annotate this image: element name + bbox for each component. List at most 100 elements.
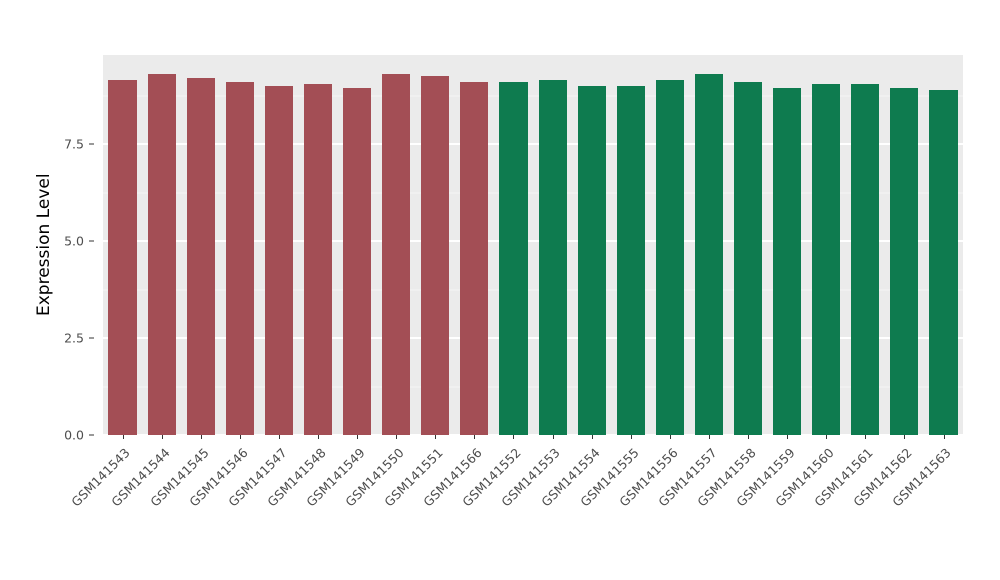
x-tick-mark (552, 435, 554, 439)
y-tick-label: 2.5 (64, 329, 84, 345)
gridline-minor (103, 386, 963, 388)
bar (303, 84, 333, 435)
x-slot: GSM141554 (538, 435, 611, 555)
bar-slot (259, 55, 298, 435)
x-tick-mark (748, 435, 750, 439)
y-tick-label: 0.0 (64, 426, 84, 442)
x-tick-mark (239, 435, 241, 439)
bar-slot (689, 55, 728, 435)
x-slot: GSM141557 (655, 435, 728, 555)
bars-layer (103, 55, 963, 435)
y-tick-mark (89, 434, 94, 436)
bar-slot (885, 55, 924, 435)
x-tick-mark (474, 435, 476, 439)
bar-slot (416, 55, 455, 435)
bar-slot (846, 55, 885, 435)
x-slot: GSM141546 (186, 435, 259, 555)
x-slot: GSM141545 (147, 435, 220, 555)
x-slot: GSM141547 (225, 435, 298, 555)
x-tick-mark (122, 435, 124, 439)
bar (147, 74, 176, 435)
bar (421, 76, 450, 435)
bar (186, 78, 215, 435)
bar (929, 89, 958, 435)
x-tick-mark (278, 435, 280, 439)
y-tick-label: 7.5 (64, 135, 84, 151)
y-axis: 0.0 2.5 5.0 7.5 (0, 55, 96, 440)
bar-slot (807, 55, 846, 435)
x-slot: GSM141544 (108, 435, 181, 555)
bar-slot (611, 55, 650, 435)
bar (812, 84, 841, 435)
x-tick-mark (787, 435, 789, 439)
bar (343, 87, 372, 435)
bar (577, 86, 606, 435)
x-slot: GSM141562 (851, 435, 924, 555)
x-slot: GSM141558 (694, 435, 768, 555)
bar (773, 87, 802, 435)
bar (460, 82, 489, 435)
bar-slot (729, 55, 768, 435)
y-tick-label: 5.0 (64, 232, 84, 248)
bar (890, 87, 919, 435)
x-slot: GSM141561 (811, 435, 885, 555)
bar-slot (650, 55, 689, 435)
x-tick-mark (318, 435, 320, 439)
bar-slot (103, 55, 142, 435)
bar-slot (533, 55, 572, 435)
x-tick-mark (200, 435, 202, 439)
x-tick-mark (435, 435, 437, 439)
bar (655, 80, 684, 435)
x-slot: GSM141551 (381, 435, 455, 555)
x-tick-mark (904, 435, 906, 439)
bar (108, 80, 137, 435)
x-tick-mark (669, 435, 671, 439)
bar (382, 74, 411, 435)
bar (499, 82, 528, 435)
x-tick-mark (513, 435, 515, 439)
x-slot: GSM141566 (421, 435, 494, 555)
bar-slot (455, 55, 494, 435)
y-tick-mark (89, 143, 94, 145)
gridline-minor (103, 95, 963, 97)
x-tick-mark (708, 435, 710, 439)
bar-slot (924, 55, 963, 435)
gridline-minor (103, 192, 963, 194)
bar (851, 84, 880, 435)
bar-slot (377, 55, 416, 435)
x-slot: GSM141556 (616, 435, 689, 555)
bar-slot (494, 55, 533, 435)
x-slot: GSM141560 (772, 435, 846, 555)
bar (225, 82, 254, 435)
x-slot: GSM141548 (264, 435, 337, 555)
bar (538, 80, 567, 435)
bar-slot (181, 55, 220, 435)
bar-slot (572, 55, 611, 435)
x-tick-mark (161, 435, 163, 439)
x-slot: GSM141552 (460, 435, 533, 555)
x-tick-mark (630, 435, 632, 439)
x-slot: GSM141550 (342, 435, 416, 555)
bar-slot (338, 55, 377, 435)
x-slot: GSM141549 (303, 435, 377, 555)
y-tick-mark (89, 337, 94, 339)
bar-slot (220, 55, 259, 435)
x-slot: GSM141555 (577, 435, 650, 555)
bar (264, 86, 293, 435)
bar (694, 74, 724, 435)
bar (733, 82, 763, 435)
x-slot: GSM141553 (499, 435, 572, 555)
x-tick-mark (826, 435, 828, 439)
gridline-major (103, 337, 963, 340)
x-tick-mark (396, 435, 398, 439)
bar-slot (768, 55, 807, 435)
x-axis: GSM141543 GSM141544 GSM141545 GSM141546 GSM1… (69, 435, 963, 555)
x-tick-mark (865, 435, 867, 439)
gridline-major (103, 240, 963, 243)
x-tick-mark (591, 435, 593, 439)
gridline-major (103, 143, 963, 146)
bar (616, 86, 645, 435)
plot-panel (103, 55, 963, 436)
bar-slot (142, 55, 181, 435)
